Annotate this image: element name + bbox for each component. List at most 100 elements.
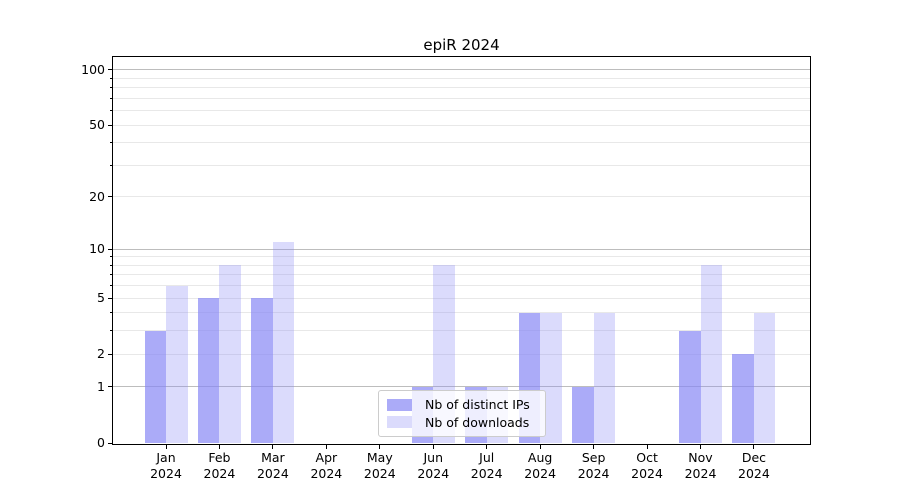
gridline-minor: [113, 110, 810, 112]
bar-downloads-feb: [219, 265, 241, 443]
gridline-minor: [113, 264, 810, 266]
gridline-major: [113, 248, 810, 250]
x-tick-mark: [753, 445, 755, 449]
y-tick-label: 10: [89, 241, 105, 257]
x-tick-label-aug: Aug 2024: [508, 450, 572, 482]
bar-distinct-ips-feb: [197, 298, 220, 443]
bar-downloads-sep: [593, 312, 616, 443]
x-tick-month: Jun: [423, 450, 444, 465]
x-tick-year: 2024: [470, 466, 503, 481]
x-tick-label-jun: Jun 2024: [401, 450, 465, 482]
x-tick-mark: [539, 445, 541, 449]
x-tick-month: Nov: [688, 450, 713, 465]
gridline-minor: [113, 274, 810, 276]
gridline-minor: [113, 256, 810, 258]
y-minor-tick-mark: [110, 164, 112, 166]
y-tick-label: 2: [97, 346, 105, 362]
plot-area: [112, 56, 811, 445]
bar-downloads-jan: [166, 285, 188, 443]
x-tick-year: 2024: [631, 466, 663, 481]
legend-item-downloads: Nb of downloads: [387, 414, 537, 431]
gridline-minor: [113, 142, 810, 144]
y-minor-tick-mark: [110, 285, 112, 287]
x-tick-mark: [379, 445, 381, 449]
y-tick-mark: [108, 353, 112, 355]
gridline-major: [113, 69, 810, 71]
gridline-minor: [113, 97, 810, 99]
bar-downloads-mar: [272, 242, 295, 443]
x-tick-label-may: May 2024: [348, 450, 412, 482]
x-tick-label-nov: Nov 2024: [669, 450, 733, 482]
x-tick-year: 2024: [256, 466, 289, 481]
legend: Nb of distinct IPs Nb of downloads: [378, 390, 546, 437]
x-tick-year: 2024: [577, 466, 610, 481]
x-tick-year: 2024: [310, 466, 343, 481]
x-tick-mark: [272, 445, 274, 449]
x-tick-label-oct: Oct 2024: [615, 450, 679, 482]
legend-item-distinct-ips: Nb of distinct IPs: [387, 396, 537, 413]
legend-swatch-distinct-ips: [387, 398, 412, 411]
x-tick-mark: [432, 445, 434, 449]
x-tick-mark: [700, 445, 701, 449]
y-minor-tick-mark: [110, 87, 112, 89]
bar-downloads-dec: [753, 312, 776, 443]
bar-distinct-ips-nov: [679, 330, 701, 443]
x-tick-mark: [165, 445, 167, 449]
x-tick-month: May: [366, 450, 393, 465]
x-tick-year: 2024: [684, 466, 717, 481]
y-tick-mark: [108, 196, 112, 198]
x-tick-year: 2024: [150, 466, 182, 481]
x-tick-month: Aug: [527, 450, 553, 465]
gridline-minor: [113, 297, 810, 299]
x-tick-month: Sep: [581, 450, 606, 465]
plot-canvas: [113, 57, 810, 444]
gridline-minor: [113, 124, 810, 126]
gridline-minor: [113, 285, 810, 287]
y-minor-tick-mark: [110, 142, 112, 144]
x-tick-mark: [325, 445, 327, 449]
bar-distinct-ips-sep: [572, 386, 594, 443]
gridline-major: [113, 386, 810, 388]
y-tick-mark: [108, 386, 112, 388]
gridline-minor: [113, 77, 810, 79]
gridline-minor: [113, 164, 810, 166]
legend-label-downloads: Nb of downloads: [425, 414, 530, 430]
y-minor-tick-mark: [110, 256, 112, 258]
y-tick-label: 5: [97, 290, 105, 306]
x-tick-mark: [218, 445, 220, 449]
x-tick-month: Jul: [479, 450, 495, 465]
y-tick-mark: [108, 69, 112, 71]
x-tick-mark: [486, 445, 488, 449]
gridline-minor: [113, 330, 810, 332]
x-tick-label-apr: Apr 2024: [294, 450, 358, 482]
y-minor-tick-mark: [110, 97, 112, 99]
y-tick-mark: [108, 248, 112, 250]
x-tick-label-dec: Dec 2024: [722, 450, 786, 482]
y-tick-mark: [108, 124, 112, 126]
y-minor-tick-mark: [110, 77, 112, 79]
bar-downloads-nov: [700, 265, 722, 443]
x-tick-mark: [593, 445, 595, 449]
x-tick-label-jul: Jul 2024: [455, 450, 519, 482]
x-tick-label-mar: Mar 2024: [241, 450, 305, 482]
x-tick-year: 2024: [524, 466, 557, 481]
x-tick-label-jan: Jan 2024: [134, 450, 198, 482]
gridline-minor: [113, 87, 810, 89]
x-tick-month: Dec: [741, 450, 767, 465]
x-tick-month: Mar: [261, 450, 285, 465]
x-tick-year: 2024: [363, 466, 396, 481]
legend-label-distinct-ips: Nb of distinct IPs: [425, 397, 530, 413]
x-tick-year: 2024: [203, 466, 236, 481]
x-tick-month: Oct: [636, 450, 658, 465]
bar-distinct-ips-mar: [251, 298, 273, 443]
y-tick-label: 20: [89, 188, 105, 204]
y-minor-tick-mark: [110, 312, 112, 314]
x-tick-label-sep: Sep 2024: [562, 450, 626, 482]
x-tick-month: Jan: [156, 450, 176, 465]
bar-distinct-ips-jan: [144, 330, 166, 443]
gridline-minor: [113, 312, 810, 314]
y-tick-label: 50: [89, 117, 105, 133]
x-tick-label-feb: Feb 2024: [187, 450, 251, 482]
y-tick-label: 1: [97, 378, 105, 394]
y-tick-mark: [108, 442, 112, 444]
